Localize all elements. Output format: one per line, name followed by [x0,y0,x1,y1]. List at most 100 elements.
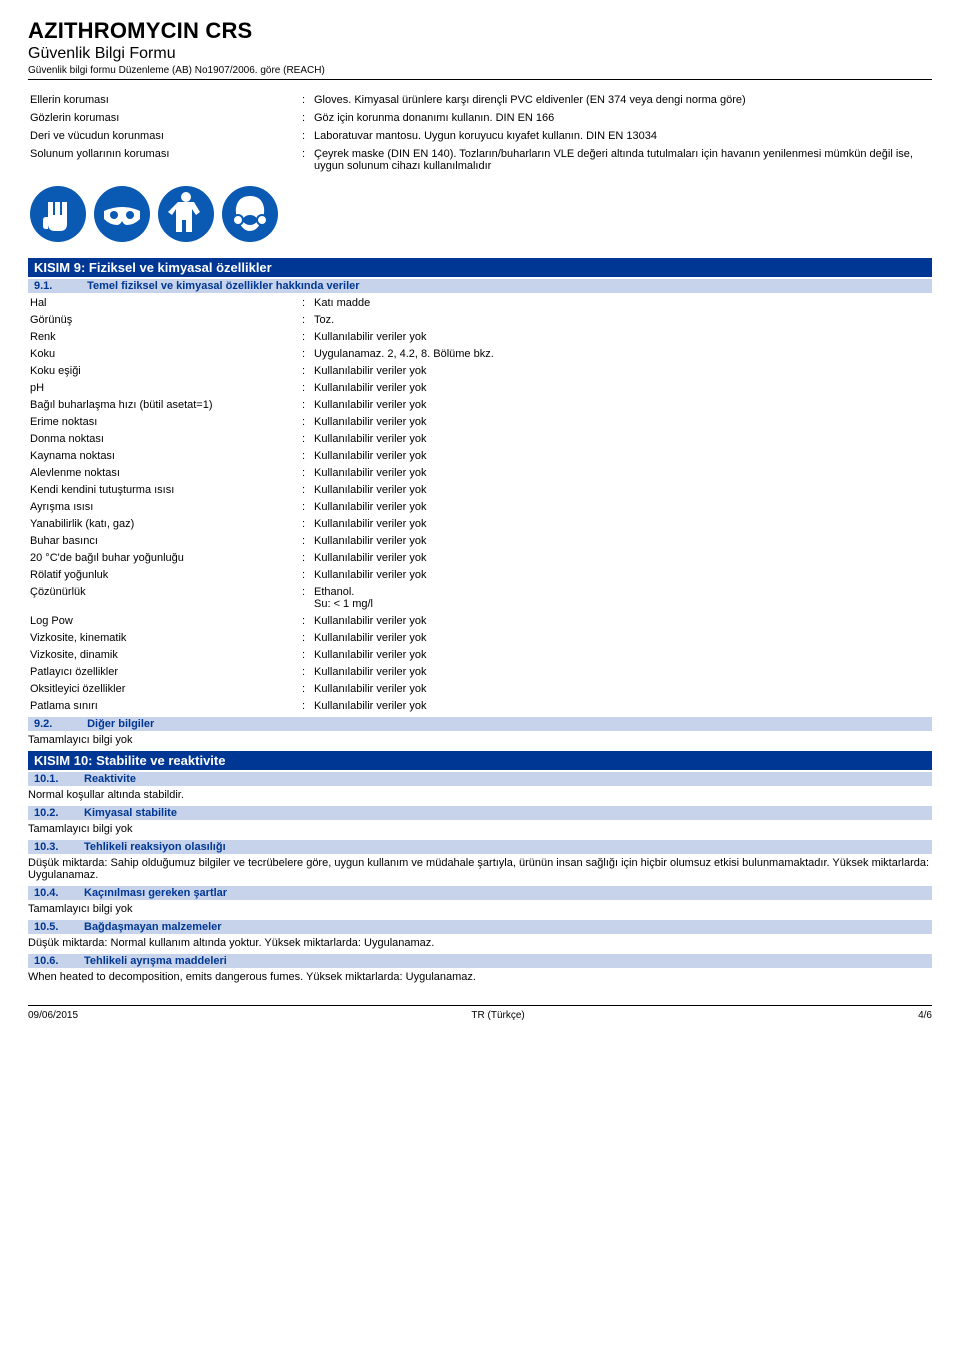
colon: : [302,550,312,565]
section-10-body: Düşük miktarda: Normal kullanım altında … [28,937,932,949]
section-10-body: Düşük miktarda: Sahip olduğumuz bilgiler… [28,857,932,881]
properties-table: Hal:Katı maddeGörünüş:Toz.Renk:Kullanıla… [28,293,932,715]
property-label: Erime noktası [30,414,300,429]
property-row: Bağıl buharlaşma hızı (bütil asetat=1):K… [30,397,930,412]
protection-row: Deri ve vücudun korunması:Laboratuvar ma… [30,128,930,144]
property-label: Log Pow [30,613,300,628]
colon: : [302,397,312,412]
property-value: Kullanılabilir veriler yok [314,681,930,696]
page-footer: 09/06/2015 TR (Türkçe) 4/6 [28,1005,932,1021]
protection-value: Göz için korunma donanımı kullanın. DIN … [314,110,930,126]
section-9-1-subheader: 9.1. Temel fiziksel ve kimyasal özellikl… [28,279,932,293]
property-value: Kullanılabilir veriler yok [314,414,930,429]
colon: : [302,110,312,126]
property-row: Vizkosite, dinamik:Kullanılabilir verile… [30,647,930,662]
property-value: Kullanılabilir veriler yok [314,516,930,531]
colon: : [302,681,312,696]
subhead-text: Kimyasal stabilite [84,807,177,819]
protection-row: Ellerin koruması:Gloves. Kimyasal ürünle… [30,92,930,108]
property-label: Kaynama noktası [30,448,300,463]
property-value: Kullanılabilir veriler yok [314,363,930,378]
section-10-body: Tamamlayıcı bilgi yok [28,823,932,835]
property-label: Ayrışma ısısı [30,499,300,514]
property-row: Oksitleyici özellikler:Kullanılabilir ve… [30,681,930,696]
footer-page-number: 4/6 [918,1010,932,1021]
colon: : [302,295,312,310]
colon: : [302,431,312,446]
section-10-body: When heated to decomposition, emits dang… [28,971,932,983]
property-label: Renk [30,329,300,344]
document-title: AZITHROMYCIN CRS [28,18,932,44]
property-value: Kullanılabilir veriler yok [314,647,930,662]
property-value: Kullanılabilir veriler yok [314,630,930,645]
colon: : [302,128,312,144]
colon: : [302,499,312,514]
property-row: Donma noktası:Kullanılabilir veriler yok [30,431,930,446]
colon: : [302,613,312,628]
section-9-2-body: Tamamlayıcı bilgi yok [28,734,932,746]
protection-value: Gloves. Kimyasal ürünlere karşı dirençli… [314,92,930,108]
property-row: Koku:Uygulanamaz. 2, 4.2, 8. Bölüme bkz. [30,346,930,361]
section-10-header: KISIM 10: Stabilite ve reaktivite [28,751,932,770]
protection-label: Solunum yollarının koruması [30,146,300,174]
property-row: Patlayıcı özellikler:Kullanılabilir veri… [30,664,930,679]
property-label: Yanabilirlik (katı, gaz) [30,516,300,531]
subhead-text: Kaçınılması gereken şartlar [84,887,227,899]
subhead-text: Tehlikeli reaksiyon olasılığı [84,841,226,853]
section-10-body: Tamamlayıcı bilgi yok [28,903,932,915]
subhead-text: Reaktivite [84,773,136,785]
section-10-subheader: 10.4.Kaçınılması gereken şartlar [28,886,932,900]
ppe-pictogram-row [28,184,932,244]
footer-date: 09/06/2015 [28,1010,78,1021]
section-10-subheader: 10.5.Bağdaşmayan malzemeler [28,920,932,934]
property-row: Koku eşiği:Kullanılabilir veriler yok [30,363,930,378]
footer-language: TR (Türkçe) [471,1010,524,1021]
section-10-subheader: 10.6.Tehlikeli ayrışma maddeleri [28,954,932,968]
property-row: Rölatif yoğunluk:Kullanılabilir veriler … [30,567,930,582]
property-row: Kendi kendini tutuşturma ısısı:Kullanıla… [30,482,930,497]
subhead-number: 9.2. [34,718,84,730]
section-9-2-subheader: 9.2. Diğer bilgiler [28,717,932,731]
property-label: Vizkosite, kinematik [30,630,300,645]
property-label: Vizkosite, dinamik [30,647,300,662]
colon: : [302,630,312,645]
property-value: Toz. [314,312,930,327]
property-value: Ethanol. Su: < 1 mg/l [314,584,930,611]
property-value: Kullanılabilir veriler yok [314,448,930,463]
property-value: Kullanılabilir veriler yok [314,550,930,565]
goggles-icon [92,184,152,244]
property-row: Renk:Kullanılabilir veriler yok [30,329,930,344]
protection-value: Laboratuvar mantosu. Uygun koruyucu kıya… [314,128,930,144]
property-row: 20 °C'de bağıl buhar yoğunluğu:Kullanıla… [30,550,930,565]
subhead-number: 10.6. [34,955,84,967]
property-label: Çözünürlük [30,584,300,611]
property-row: Kaynama noktası:Kullanılabilir veriler y… [30,448,930,463]
protection-row: Gözlerin koruması:Göz için korunma donan… [30,110,930,126]
property-value: Kullanılabilir veriler yok [314,567,930,582]
section-10-subheader: 10.1.Reaktivite [28,772,932,786]
colon: : [302,465,312,480]
property-row: Görünüş:Toz. [30,312,930,327]
subhead-number: 10.1. [34,773,84,785]
colon: : [302,516,312,531]
colon: : [302,482,312,497]
colon: : [302,414,312,429]
property-value: Kullanılabilir veriler yok [314,431,930,446]
protection-label: Ellerin koruması [30,92,300,108]
property-label: Hal [30,295,300,310]
protection-row: Solunum yollarının koruması:Çeyrek maske… [30,146,930,174]
property-row: Çözünürlük:Ethanol. Su: < 1 mg/l [30,584,930,611]
property-row: Log Pow:Kullanılabilir veriler yok [30,613,930,628]
property-label: Donma noktası [30,431,300,446]
property-label: Rölatif yoğunluk [30,567,300,582]
property-row: Alevlenme noktası:Kullanılabilir veriler… [30,465,930,480]
property-row: Erime noktası:Kullanılabilir veriler yok [30,414,930,429]
property-value: Katı madde [314,295,930,310]
property-value: Kullanılabilir veriler yok [314,499,930,514]
section-10-subheader: 10.2.Kimyasal stabilite [28,806,932,820]
property-label: Patlayıcı özellikler [30,664,300,679]
colon: : [302,567,312,582]
property-row: Vizkosite, kinematik:Kullanılabilir veri… [30,630,930,645]
property-label: pH [30,380,300,395]
colon: : [302,146,312,174]
